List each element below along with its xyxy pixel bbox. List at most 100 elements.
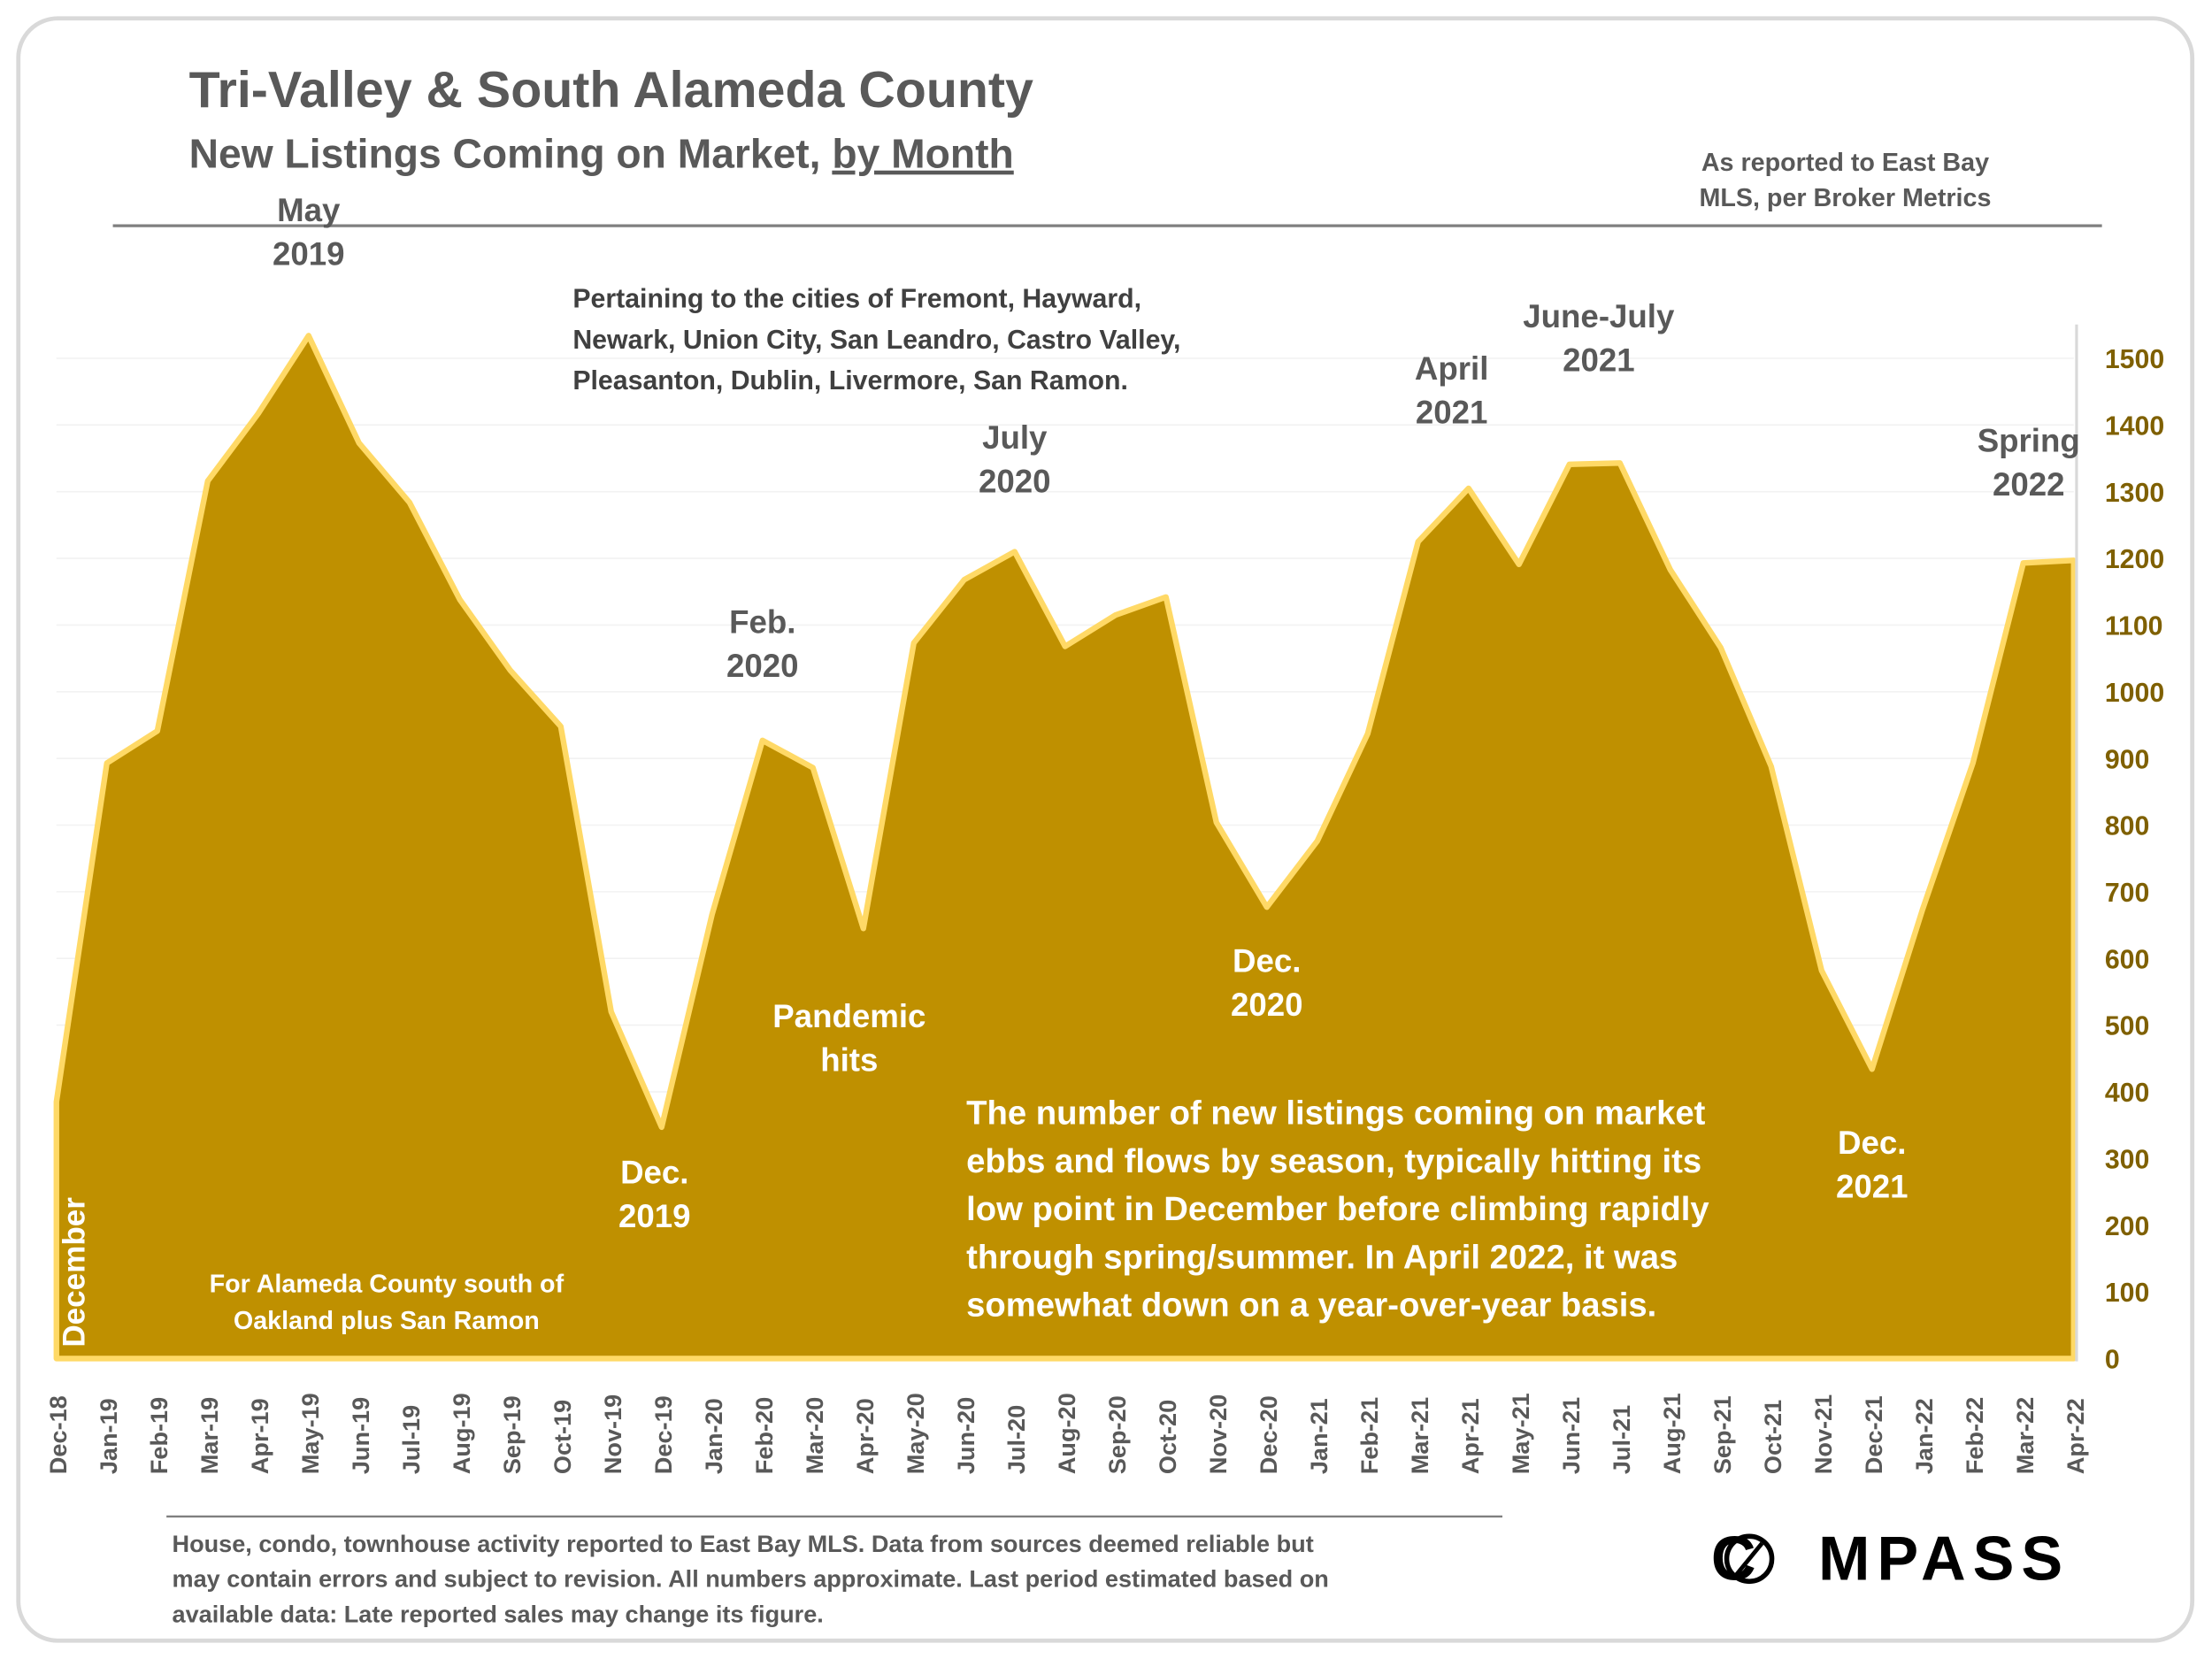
y-tick-label: 1500 [2105, 345, 2164, 374]
annotation: Spring 2022 [1978, 423, 2080, 503]
y-tick-label: 300 [2105, 1145, 2150, 1174]
y-tick-label: 600 [2105, 945, 2150, 974]
x-tick-label: Sep-20 [1103, 1395, 1131, 1474]
source-note-1: As reported to East Bay [1701, 149, 1989, 177]
svg-text:July: July [982, 419, 1048, 456]
x-tick-label: Nov-19 [599, 1394, 626, 1474]
x-tick-label: Feb-21 [1356, 1397, 1383, 1474]
svg-text:May: May [277, 192, 341, 228]
y-tick-label: 200 [2105, 1212, 2150, 1241]
svg-text:hits: hits [820, 1041, 878, 1078]
x-tick-label: Sep-19 [498, 1395, 526, 1474]
x-tick-label: May-19 [296, 1393, 324, 1474]
chart-title: Tri-Valley & South Alameda County [189, 62, 1033, 119]
svg-text:2019: 2019 [273, 236, 345, 273]
svg-text:2021: 2021 [1563, 342, 1635, 379]
x-tick-label: Jul-21 [1608, 1405, 1635, 1474]
x-tick-label: Dec-21 [1860, 1395, 1887, 1474]
x-tick-label: Apr-20 [851, 1398, 879, 1474]
x-tick-label: Jan-19 [95, 1398, 122, 1474]
svg-text:Feb.: Feb. [729, 604, 795, 641]
x-tick-label: Sep-21 [1709, 1395, 1736, 1474]
annotation: July 2020 [979, 419, 1051, 499]
x-tick-label: Dec-19 [649, 1395, 677, 1474]
area-series [53, 333, 2077, 1362]
svg-text:2020: 2020 [726, 648, 799, 684]
x-tick-label: Apr-22 [2062, 1398, 2089, 1474]
annotation: Dec. 2020 [1231, 943, 1303, 1023]
y-tick-label: 1000 [2105, 679, 2164, 708]
svg-text:June-July: June-July [1523, 298, 1675, 334]
x-tick-label: Aug-21 [1658, 1393, 1686, 1474]
annotation: Pandemic hits [772, 998, 926, 1078]
footer-note: House, condo, townhouse activity reporte… [173, 1530, 1329, 1628]
region-line: Oakland plus San Ramon [234, 1307, 540, 1335]
x-tick-label: Mar-21 [1406, 1397, 1433, 1474]
footer-line: House, condo, townhouse activity reporte… [173, 1530, 1314, 1557]
summary-line: through spring/summer. In April 2022, it… [966, 1238, 1678, 1276]
y-tick-label: 1200 [2105, 545, 2164, 574]
footer-line: may contain errors and subject to revisi… [173, 1565, 1329, 1593]
x-tick-label: Feb-22 [1961, 1397, 1988, 1474]
y-tick-label: 100 [2105, 1279, 2150, 1308]
x-tick-label: Jun-21 [1557, 1397, 1585, 1474]
annotation: Dec. 2019 [618, 1155, 691, 1234]
annotation: Dec. 2021 [1836, 1125, 1909, 1204]
x-tick-label: Jan-20 [700, 1398, 727, 1474]
svg-text:Dec.: Dec. [1233, 943, 1301, 979]
region-line: For Alameda County south of [210, 1270, 565, 1298]
cities-line: Newark, Union City, San Leandro, Castro … [572, 326, 1180, 355]
y-tick-label: 500 [2105, 1012, 2150, 1041]
x-tick-label: Oct-19 [549, 1400, 576, 1474]
x-tick-label: Jul-19 [397, 1405, 425, 1474]
x-tick-label: Mar-20 [801, 1397, 828, 1474]
summary-line: The number of new listings coming on mar… [966, 1094, 1705, 1133]
cities-line: Pertaining to the cities of Fremont, Hay… [572, 285, 1141, 314]
chart-subtitle: New Listings Coming on Market, by Month [189, 131, 1014, 177]
x-tick-label: Mar-22 [2011, 1397, 2039, 1474]
x-tick-label: Nov-20 [1204, 1394, 1232, 1474]
x-tick-label: Feb-19 [145, 1397, 173, 1474]
annotation: May 2019 [273, 192, 345, 272]
y-tick-label: 400 [2105, 1079, 2150, 1108]
x-tick-label: Aug-19 [448, 1393, 475, 1474]
x-tick-label: Apr-19 [246, 1398, 273, 1474]
y-tick-label: 1300 [2105, 479, 2164, 508]
x-tick-label: May-21 [1507, 1393, 1534, 1474]
svg-text:2021: 2021 [1416, 395, 1488, 431]
svg-text:Pandemic: Pandemic [772, 998, 926, 1034]
cities-note: Pertaining to the cities of Fremont, Hay… [572, 285, 1180, 396]
x-tick-label: Jan-21 [1305, 1398, 1333, 1474]
footer-line: available data: Late reported sales may … [173, 1601, 824, 1628]
x-tick-label: Dec-20 [1255, 1395, 1282, 1474]
y-tick-label: 900 [2105, 745, 2150, 774]
x-tick-label: Aug-20 [1053, 1393, 1080, 1474]
x-tick-label: Jun-19 [347, 1397, 374, 1474]
y-tick-label: 800 [2105, 812, 2150, 841]
x-tick-label: Jul-20 [1002, 1405, 1030, 1474]
summary-line: low point in December before climbing ra… [966, 1190, 1709, 1228]
y-tick-label: 1400 [2105, 411, 2164, 441]
annotation: June-July 2021 [1523, 298, 1675, 378]
cities-line: Pleasanton, Dublin, Livermore, San Ramon… [572, 366, 1128, 396]
y-tick-label: 700 [2105, 879, 2150, 908]
y-tick-label: 1100 [2105, 612, 2163, 641]
svg-text:2022: 2022 [1993, 466, 2065, 503]
svg-text:2020: 2020 [1231, 987, 1303, 1023]
december-label: December [58, 1197, 92, 1348]
x-tick-label: Jan-22 [1910, 1398, 1938, 1474]
summary-line: somewhat down on a year-over-year basis. [966, 1286, 1656, 1325]
y-tick-label: 0 [2105, 1346, 2120, 1375]
svg-text:2019: 2019 [618, 1198, 691, 1234]
svg-text:April: April [1415, 350, 1488, 387]
region-note: For Alameda County south of Oakland plus … [210, 1270, 565, 1334]
x-tick-label: Oct-20 [1154, 1400, 1181, 1474]
source-note-2: MLS, per Broker Metrics [1699, 184, 1991, 212]
x-tick-label: Feb-20 [750, 1397, 778, 1474]
x-tick-label: Mar-19 [196, 1397, 223, 1474]
svg-text:Dec.: Dec. [620, 1155, 688, 1191]
x-tick-label: Nov-21 [1809, 1394, 1837, 1474]
x-tick-label: Dec-18 [44, 1395, 72, 1474]
x-tick-label: Jun-20 [952, 1397, 979, 1474]
